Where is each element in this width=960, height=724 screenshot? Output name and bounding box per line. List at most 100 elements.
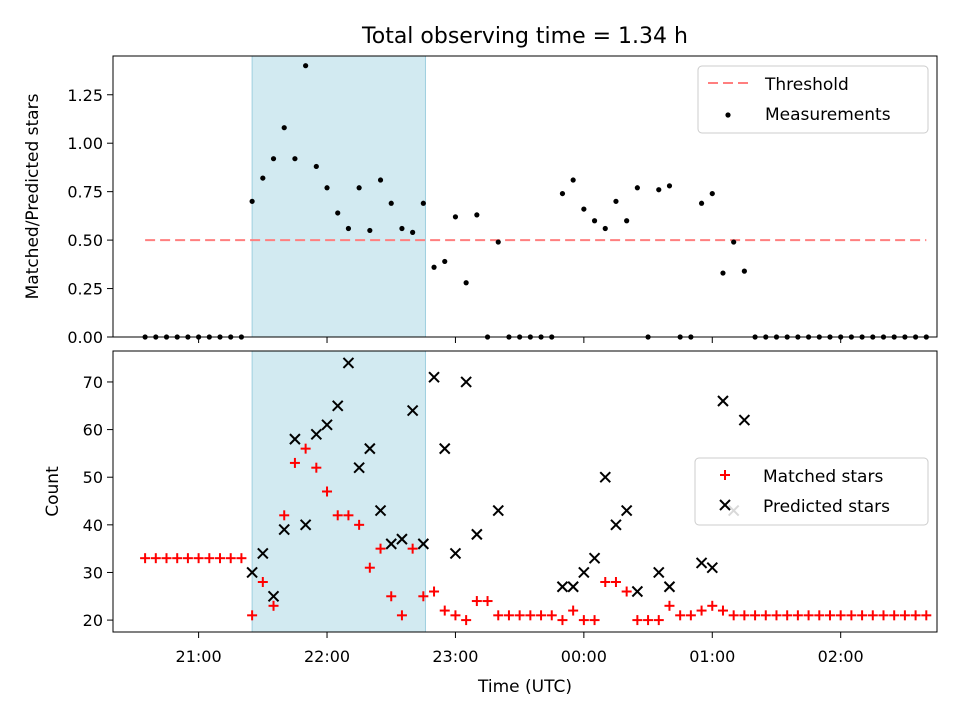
matched-stars-point	[643, 615, 654, 626]
matched-stars-point	[161, 553, 172, 564]
predicted-stars-point	[278, 523, 290, 536]
predicted-stars-point	[299, 519, 312, 531]
y-tick-label: 50	[83, 468, 103, 487]
measurement-point	[420, 200, 426, 206]
measurement-point	[463, 280, 469, 286]
matched-stars-point	[257, 576, 268, 587]
predicted-stars-point	[289, 433, 301, 445]
predicted-stars-point	[695, 557, 708, 569]
legend-box	[694, 457, 929, 526]
matched-stars-point	[600, 576, 611, 587]
matched-stars-point	[193, 553, 204, 564]
matched-stars-point	[782, 610, 793, 621]
matched-stars-point	[439, 605, 450, 616]
measurement-point	[399, 225, 405, 232]
measurement-point	[656, 187, 662, 193]
predicted-stars-point	[342, 357, 355, 369]
measurement-point	[324, 185, 330, 191]
matched-stars-point	[557, 615, 568, 626]
matched-stars-point	[364, 562, 375, 573]
x-tick-label: 01:00	[689, 647, 735, 666]
matched-stars-point	[386, 591, 397, 602]
predicted-stars-point	[428, 371, 440, 383]
measurement-point	[495, 239, 501, 245]
predicted-stars-point	[610, 519, 622, 531]
matched-stars-point	[471, 596, 482, 607]
matched-stars-point	[824, 610, 835, 621]
matched-stars-point	[332, 510, 343, 521]
matched-stars-point	[717, 605, 728, 616]
bottom-axis-ticks: 20 30 40 50 60 70 21:00 22:00 23:00 00:00 01:00 02:…	[83, 373, 864, 666]
matched-stars-point	[696, 605, 707, 616]
measurement-point	[388, 200, 394, 206]
predicted-stars-point	[439, 442, 451, 455]
predicted-stars-point	[663, 581, 676, 593]
matched-stars-point	[493, 610, 504, 621]
matched-stars-point	[407, 543, 418, 554]
measurement-point	[335, 210, 341, 216]
top-legend: Threshold Measurements	[697, 65, 929, 134]
legend-box	[697, 65, 929, 134]
measurement-point	[602, 225, 608, 232]
matched-stars-point	[653, 615, 664, 626]
matched-stars-point	[921, 610, 932, 621]
matched-stars-point	[140, 553, 151, 564]
x-axis-label: Time (UTC)	[477, 677, 572, 697]
matched-stars-point	[621, 586, 632, 597]
matched-stars-point	[546, 610, 557, 621]
predicted-stars-point	[567, 581, 579, 593]
y-tick-label: 70	[83, 373, 103, 392]
legend-matched-swatch	[720, 470, 730, 480]
matched-stars-point	[867, 610, 878, 621]
matched-stars-point	[803, 610, 814, 621]
matched-stars-point	[268, 600, 279, 611]
matched-stars-point	[322, 486, 333, 497]
measurement-point	[249, 198, 255, 204]
matched-stars-point	[225, 553, 236, 564]
predicted-stars-point	[599, 471, 611, 483]
matched-stars-point	[536, 610, 547, 621]
measurement-point	[581, 206, 587, 212]
predicted-stars-point	[631, 585, 644, 598]
predicted-stars-point	[310, 428, 323, 441]
measurement-point	[303, 63, 309, 69]
measurement-point	[281, 125, 287, 131]
measurement-point	[591, 218, 598, 224]
y-tick-label: 1.25	[67, 86, 103, 105]
measurement-point	[698, 200, 705, 206]
measurement-point	[452, 214, 459, 220]
measurement-point	[731, 239, 737, 245]
predicted-stars-point	[706, 561, 718, 574]
y-tick-label: 30	[83, 563, 103, 582]
matched-stars-point	[707, 600, 718, 611]
measurement-point	[474, 212, 480, 218]
y-tick-label: 20	[83, 611, 103, 630]
predicted-stars-point	[556, 581, 569, 593]
matched-stars-point	[182, 553, 193, 564]
predicted-stars-point	[374, 504, 387, 517]
matched-stars-point	[835, 610, 846, 621]
matched-stars-point	[739, 610, 750, 621]
x-tick-label: 21:00	[176, 647, 222, 666]
measurement-point	[345, 225, 352, 232]
matched-stars-point	[846, 610, 857, 621]
predicted-stars-point	[738, 414, 751, 426]
matched-stars-point	[429, 586, 440, 597]
predicted-stars-point	[460, 376, 472, 388]
x-tick-label: 22:00	[304, 647, 350, 666]
predicted-stars-point	[267, 590, 280, 602]
predicted-stars-point	[492, 504, 504, 517]
measurement-point	[260, 175, 266, 181]
matched-stars-point	[910, 610, 921, 621]
predicted-stars-point	[620, 504, 633, 517]
y-tick-label: 40	[83, 516, 103, 535]
matched-stars-point	[675, 610, 686, 621]
matched-stars-point	[610, 576, 621, 587]
legend-matched-label: Matched stars	[763, 467, 883, 487]
matched-stars-point	[760, 610, 771, 621]
matched-stars-point	[632, 615, 643, 626]
matched-stars-point	[482, 596, 493, 607]
matched-stars-point	[172, 553, 183, 564]
matched-stars-point	[889, 610, 900, 621]
